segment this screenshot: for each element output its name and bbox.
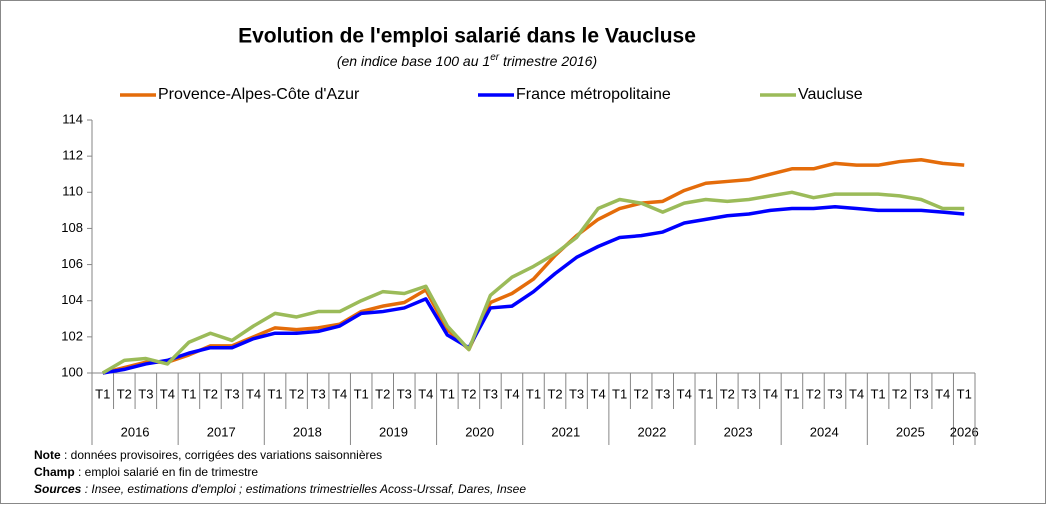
year-label: 2026	[950, 424, 979, 439]
x-tick-label: T4	[935, 386, 950, 401]
year-label: 2024	[810, 424, 839, 439]
year-label: 2016	[121, 424, 150, 439]
x-tick-label: T4	[849, 386, 864, 401]
x-tick-label: T1	[698, 386, 713, 401]
y-tick-label: 114	[62, 111, 83, 126]
legend-label: Provence-Alpes-Côte d'Azur	[158, 86, 360, 103]
x-tick-label: T1	[612, 386, 627, 401]
x-tick-label: T1	[267, 386, 282, 401]
x-tick-label: T4	[591, 386, 606, 401]
x-tick-label: T3	[138, 386, 153, 401]
year-label: 2018	[293, 424, 322, 439]
year-label: 2017	[207, 424, 236, 439]
year-label: 2019	[379, 424, 408, 439]
x-tick-label: T2	[547, 386, 562, 401]
chart-subtitle: (en indice base 100 au 1er trimestre 201…	[337, 52, 597, 69]
year-label: 2025	[896, 424, 925, 439]
x-tick-label: T4	[332, 386, 347, 401]
x-tick-label: T3	[397, 386, 412, 401]
x-tick-label: T3	[483, 386, 498, 401]
x-tick-label: T2	[720, 386, 735, 401]
x-tick-label: T2	[461, 386, 476, 401]
x-tick-label: T2	[203, 386, 218, 401]
x-tick-label: T1	[870, 386, 885, 401]
series-line	[102, 204, 965, 375]
y-tick-label: 112	[62, 148, 83, 163]
note-label: Champ	[34, 465, 75, 479]
y-tick-label: 102	[61, 328, 83, 343]
legend-label: Vaucluse	[798, 86, 863, 103]
x-tick-label: T4	[504, 386, 519, 401]
year-label: 2021	[551, 424, 580, 439]
x-tick-label: T3	[311, 386, 326, 401]
year-label: 2023	[724, 424, 753, 439]
note-text: : Insee, estimations d'emploi ; estimati…	[81, 482, 526, 496]
x-tick-label: T1	[957, 386, 972, 401]
x-tick-label: T4	[677, 386, 692, 401]
subtitle-part: (en indice base 100 au 1	[337, 53, 490, 69]
note-text: : données provisoires, corrigées des var…	[61, 448, 383, 462]
subtitle-part: trimestre 2016)	[499, 53, 597, 69]
y-tick-label: 100	[61, 364, 83, 379]
x-tick-label: T2	[375, 386, 390, 401]
y-tick-label: 108	[61, 220, 83, 235]
x-tick-label: T1	[526, 386, 541, 401]
x-tick-label: T1	[440, 386, 455, 401]
x-tick-label: T3	[224, 386, 239, 401]
x-tick-label: T2	[892, 386, 907, 401]
x-tick-label: T3	[741, 386, 756, 401]
x-tick-label: T3	[569, 386, 584, 401]
x-tick-label: T1	[354, 386, 369, 401]
x-tick-label: T2	[289, 386, 304, 401]
y-tick-label: 106	[61, 256, 83, 271]
x-tick-label: T1	[181, 386, 196, 401]
legend-label: France métropolitaine	[516, 86, 671, 103]
note: Sources : Insee, estimations d'emploi ; …	[34, 482, 526, 496]
series-line	[101, 190, 965, 375]
x-tick-label: T1	[784, 386, 799, 401]
y-tick-label: 110	[62, 184, 83, 199]
x-tick-label: T2	[117, 386, 132, 401]
note: Champ : emploi salarié en fin de trimest…	[34, 465, 258, 479]
x-tick-label: T4	[418, 386, 433, 401]
x-tick-label: T4	[160, 386, 175, 401]
x-tick-label: T4	[246, 386, 261, 401]
y-tick-label: 104	[61, 292, 83, 307]
note-label: Note	[34, 448, 61, 462]
x-tick-label: T2	[634, 386, 649, 401]
note-label: Sources	[34, 482, 82, 496]
x-tick-label: T1	[95, 386, 110, 401]
x-tick-label: T4	[763, 386, 778, 401]
note-text: : emploi salarié en fin de trimestre	[75, 465, 259, 479]
year-label: 2022	[637, 424, 666, 439]
chart-title: Evolution de l'emploi salarié dans le Va…	[238, 25, 696, 48]
x-tick-label: T3	[914, 386, 929, 401]
x-tick-label: T3	[655, 386, 670, 401]
subtitle-sup: er	[490, 52, 500, 63]
x-tick-label: T2	[806, 386, 821, 401]
x-tick-label: T3	[827, 386, 842, 401]
year-label: 2020	[465, 424, 494, 439]
note: Note : données provisoires, corrigées de…	[34, 448, 382, 462]
